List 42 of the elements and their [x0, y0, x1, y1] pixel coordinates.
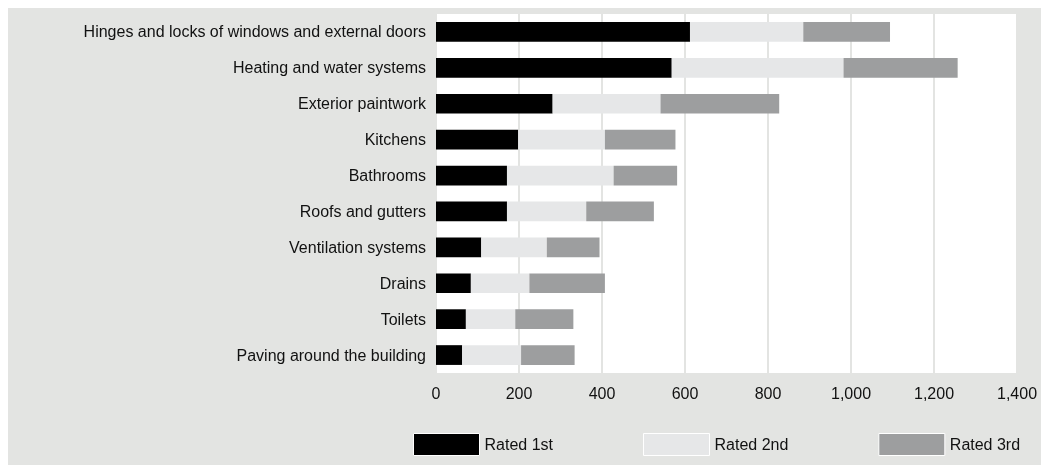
bar — [436, 273, 471, 294]
x-tick-label: 1,000 — [830, 384, 872, 402]
bar — [803, 22, 891, 42]
x-tick-label: 0 — [431, 384, 441, 402]
y-tick-label: Drains — [379, 274, 426, 292]
legend-label: Rated 3rd — [949, 436, 1021, 453]
x-tick-label: 200 — [505, 384, 533, 402]
bar — [660, 93, 780, 114]
bar — [604, 129, 676, 150]
bar — [436, 129, 519, 150]
y-tick-label: Kitchens — [364, 131, 426, 149]
y-tick-label: Exterior paintwork — [297, 95, 427, 113]
bar — [436, 165, 507, 186]
x-tick-label: 600 — [671, 384, 699, 402]
bar — [436, 201, 507, 222]
legend-label: Rated 1st — [484, 436, 554, 453]
y-tick-label: Toilets — [380, 310, 426, 328]
bar — [613, 165, 678, 186]
x-tick-label: 800 — [754, 384, 782, 402]
bar — [586, 201, 654, 222]
bar — [546, 237, 600, 258]
bar — [436, 57, 672, 78]
x-tick-label: 1,400 — [996, 384, 1038, 402]
bar — [436, 93, 553, 114]
y-tick-label: Heating and water systems — [233, 59, 426, 77]
y-tick-label: Hinges and locks of windows and external doors — [83, 23, 426, 41]
x-tick-label: 1,200 — [913, 384, 955, 402]
y-tick-label: Paving around the building — [236, 346, 426, 364]
x-tick-label: 400 — [588, 384, 616, 402]
legend-label: Rated 2nd — [714, 436, 789, 453]
y-tick-label: Ventilation systems — [289, 238, 426, 256]
bar — [436, 309, 466, 330]
bar — [521, 345, 575, 365]
bar — [436, 237, 482, 258]
bar — [436, 22, 690, 42]
y-tick-label: Roofs and gutters — [299, 202, 426, 220]
bar — [843, 57, 958, 78]
bar — [529, 273, 605, 294]
y-tick-label: Bathrooms — [348, 167, 426, 185]
bar — [436, 345, 463, 365]
bar — [465, 309, 516, 330]
bar — [515, 309, 574, 330]
